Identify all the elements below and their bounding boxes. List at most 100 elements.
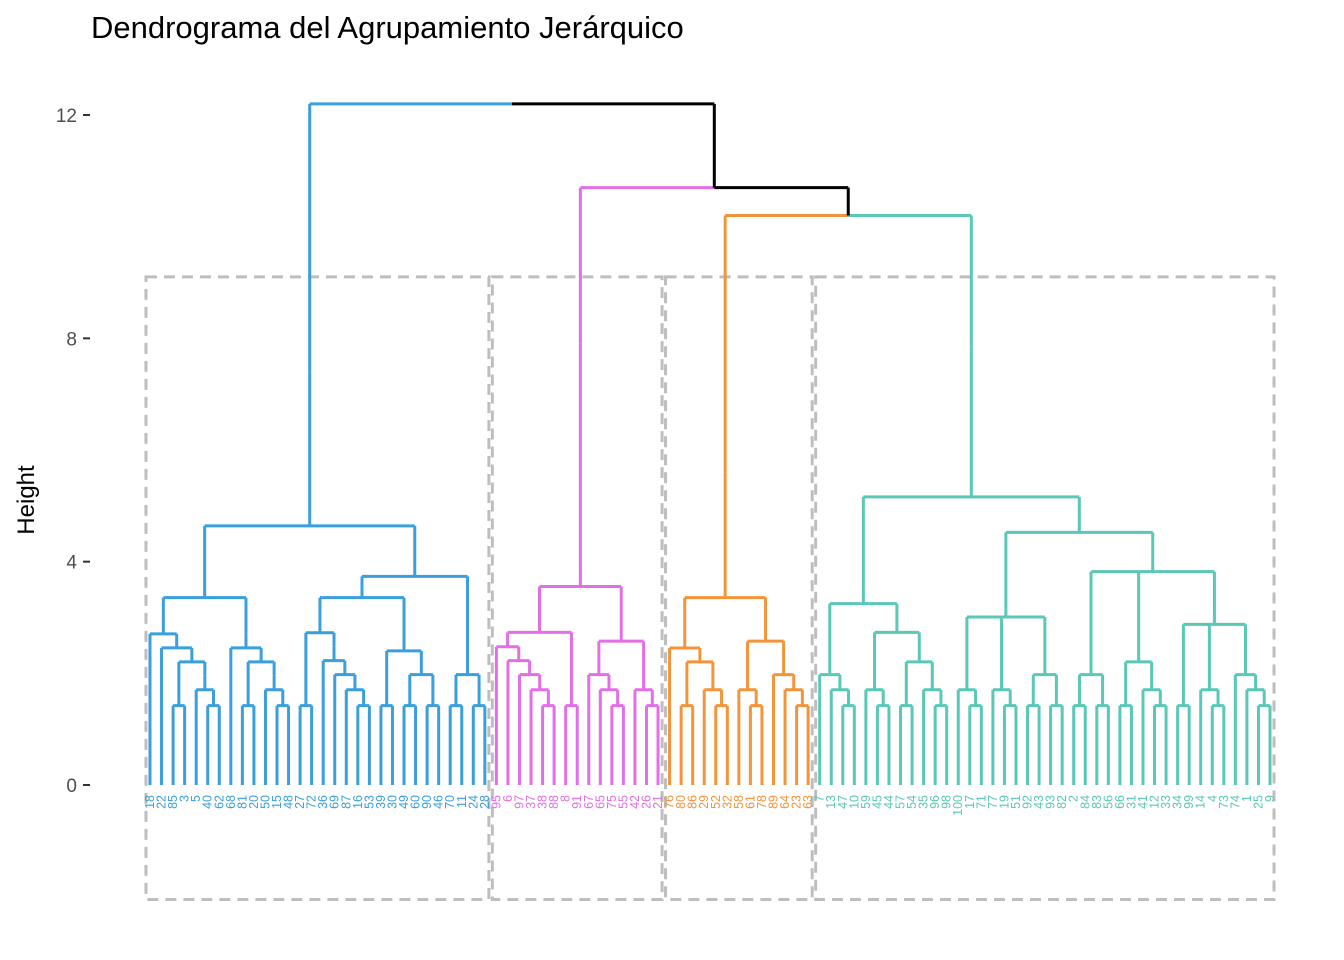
leaf-label: 61	[743, 795, 757, 809]
leaf-label: 58	[732, 795, 746, 809]
leaf-label: 41	[1136, 795, 1150, 809]
leaf-label: 51	[1009, 795, 1023, 809]
cluster-box	[664, 275, 814, 901]
leaf-label: 73	[1217, 795, 1231, 809]
leaf-labels: 1822853540626881205015482772366987165339…	[143, 795, 1277, 816]
leaf-label: 32	[720, 795, 734, 809]
leaf-label: 34	[1171, 795, 1185, 809]
leaf-label: 43	[1032, 795, 1046, 809]
y-tick-label: 0	[66, 776, 77, 797]
leaf-label: 77	[986, 795, 1000, 809]
leaf-label: 68	[224, 795, 238, 809]
leaf-label: 63	[801, 795, 815, 809]
y-tick-label: 8	[66, 329, 77, 350]
leaf-label: 39	[374, 795, 388, 809]
leaf-label: 83	[1090, 795, 1104, 809]
leaf-label: 81	[235, 795, 249, 809]
leaf-label: 91	[570, 795, 584, 809]
leaf-label: 88	[547, 795, 561, 809]
chart-title: Dendrograma del Agrupamiento Jerárquico	[91, 10, 684, 45]
leaf-label: 37	[524, 795, 538, 809]
leaf-label: 27	[293, 795, 307, 809]
leaf-label: 97	[512, 795, 526, 809]
leaf-label: 14	[1194, 795, 1208, 809]
leaf-label: 46	[432, 795, 446, 809]
leaf-label: 57	[894, 795, 908, 809]
leaf-label: 8	[559, 795, 573, 802]
leaf-label: 95	[489, 795, 503, 809]
leaf-label: 47	[836, 795, 850, 809]
y-tick-label: 4	[66, 553, 77, 574]
leaf-label: 72	[305, 795, 319, 809]
leaf-label: 74	[1228, 795, 1242, 809]
y-tick-label: 12	[56, 106, 77, 127]
leaf-label: 65	[593, 795, 607, 809]
leaf-label: 71	[974, 795, 988, 809]
leaf-label: 29	[697, 795, 711, 809]
leaf-label: 44	[882, 795, 896, 809]
leaf-label: 7	[813, 795, 827, 802]
leaf-label: 62	[212, 795, 226, 809]
leaf-label: 23	[790, 795, 804, 809]
leaf-label: 89	[767, 795, 781, 809]
leaf-label: 2	[1067, 795, 1081, 802]
leaf-label: 69	[328, 795, 342, 809]
leaf-label: 13	[824, 795, 838, 809]
leaf-label: 20	[247, 795, 261, 809]
leaf-label: 54	[905, 795, 919, 809]
leaf-label: 28	[478, 795, 492, 809]
leaf-label: 64	[778, 795, 792, 809]
leaf-label: 82	[1055, 795, 1069, 809]
leaf-label: 98	[940, 795, 954, 809]
leaf-label: 10	[847, 795, 861, 809]
leaf-label: 6	[501, 795, 515, 802]
leaf-label: 16	[351, 795, 365, 809]
leaf-label: 18	[143, 795, 157, 809]
y-axis-label: Height	[13, 465, 40, 535]
leaf-label: 15	[270, 795, 284, 809]
leaf-label: 70	[443, 795, 457, 809]
leaf-label: 55	[616, 795, 630, 809]
leaf-label: 53	[362, 795, 376, 809]
leaf-label: 30	[385, 795, 399, 809]
leaf-label: 1	[1240, 795, 1254, 802]
cluster-box	[144, 275, 491, 901]
leaf-label: 78	[755, 795, 769, 809]
leaf-label: 38	[536, 795, 550, 809]
leaf-label: 35	[917, 795, 931, 809]
leaf-label: 33	[1159, 795, 1173, 809]
leaf-label: 60	[409, 795, 423, 809]
leaf-label: 42	[628, 795, 642, 809]
leaf-label: 31	[1124, 795, 1138, 809]
leaf-label: 21	[651, 795, 665, 809]
leaf-label: 22	[155, 795, 169, 809]
leaf-label: 99	[1182, 795, 1196, 809]
leaf-label: 17	[963, 795, 977, 809]
leaf-label: 90	[420, 795, 434, 809]
leaf-label: 45	[870, 795, 884, 809]
leaf-label: 25	[1251, 795, 1265, 809]
leaf-label: 87	[339, 795, 353, 809]
leaf-label: 50	[258, 795, 272, 809]
leaf-label: 24	[466, 795, 480, 809]
leaf-label: 56	[1101, 795, 1115, 809]
leaf-label: 59	[859, 795, 873, 809]
leaf-label: 9	[1263, 795, 1277, 802]
leaf-label: 100	[951, 795, 965, 816]
leaf-label: 48	[282, 795, 296, 809]
leaf-label: 40	[201, 795, 215, 809]
leaf-label: 66	[1113, 795, 1127, 809]
leaf-label: 19	[997, 795, 1011, 809]
leaf-label: 93	[1044, 795, 1058, 809]
cluster-boxes	[144, 275, 1276, 901]
leaf-label: 85	[166, 795, 180, 809]
leaf-label: 76	[663, 795, 677, 809]
leaf-label: 52	[709, 795, 723, 809]
leaf-label: 86	[686, 795, 700, 809]
dendrogram-branches	[148, 102, 1272, 785]
leaf-label: 80	[674, 795, 688, 809]
leaf-label: 49	[397, 795, 411, 809]
leaf-label: 4	[1205, 795, 1219, 802]
leaf-label: 11	[455, 795, 469, 808]
leaf-label: 96	[928, 795, 942, 809]
